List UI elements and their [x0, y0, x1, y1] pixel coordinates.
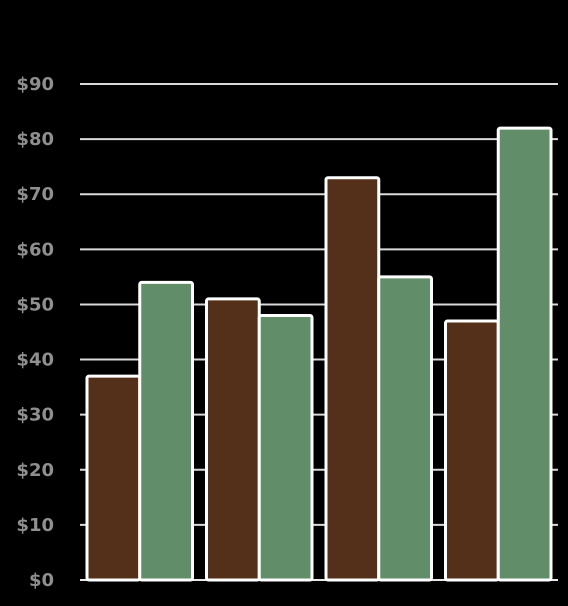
bar-series-1-group-4 [444, 319, 500, 582]
bar-series-1-group-1 [85, 374, 142, 582]
y-tick-label: $30 [16, 405, 54, 426]
bar-series-2-group-1 [138, 280, 194, 582]
bars [85, 126, 553, 582]
y-tick-label: $90 [16, 74, 54, 95]
y-tick-label: $40 [16, 350, 54, 371]
y-tick-label: $70 [16, 184, 54, 205]
bar-series-2-group-2 [257, 313, 314, 582]
bar-series-1-group-3 [324, 176, 381, 582]
y-tick-label: $80 [16, 129, 54, 150]
y-tick-label: $20 [16, 460, 54, 481]
y-tick-label: $0 [29, 570, 54, 591]
y-tick-label: $60 [16, 239, 54, 260]
bar-series-2-group-3 [377, 275, 433, 582]
y-tick-label: $10 [16, 515, 54, 536]
y-axis-ticks: $0 $10 $20 $30 $40 $50 $60 $70 $80 $90 [16, 74, 54, 591]
bar-series-2-group-4 [496, 126, 553, 582]
bar-series-1-group-2 [205, 297, 261, 582]
y-tick-label: $50 [16, 294, 54, 315]
